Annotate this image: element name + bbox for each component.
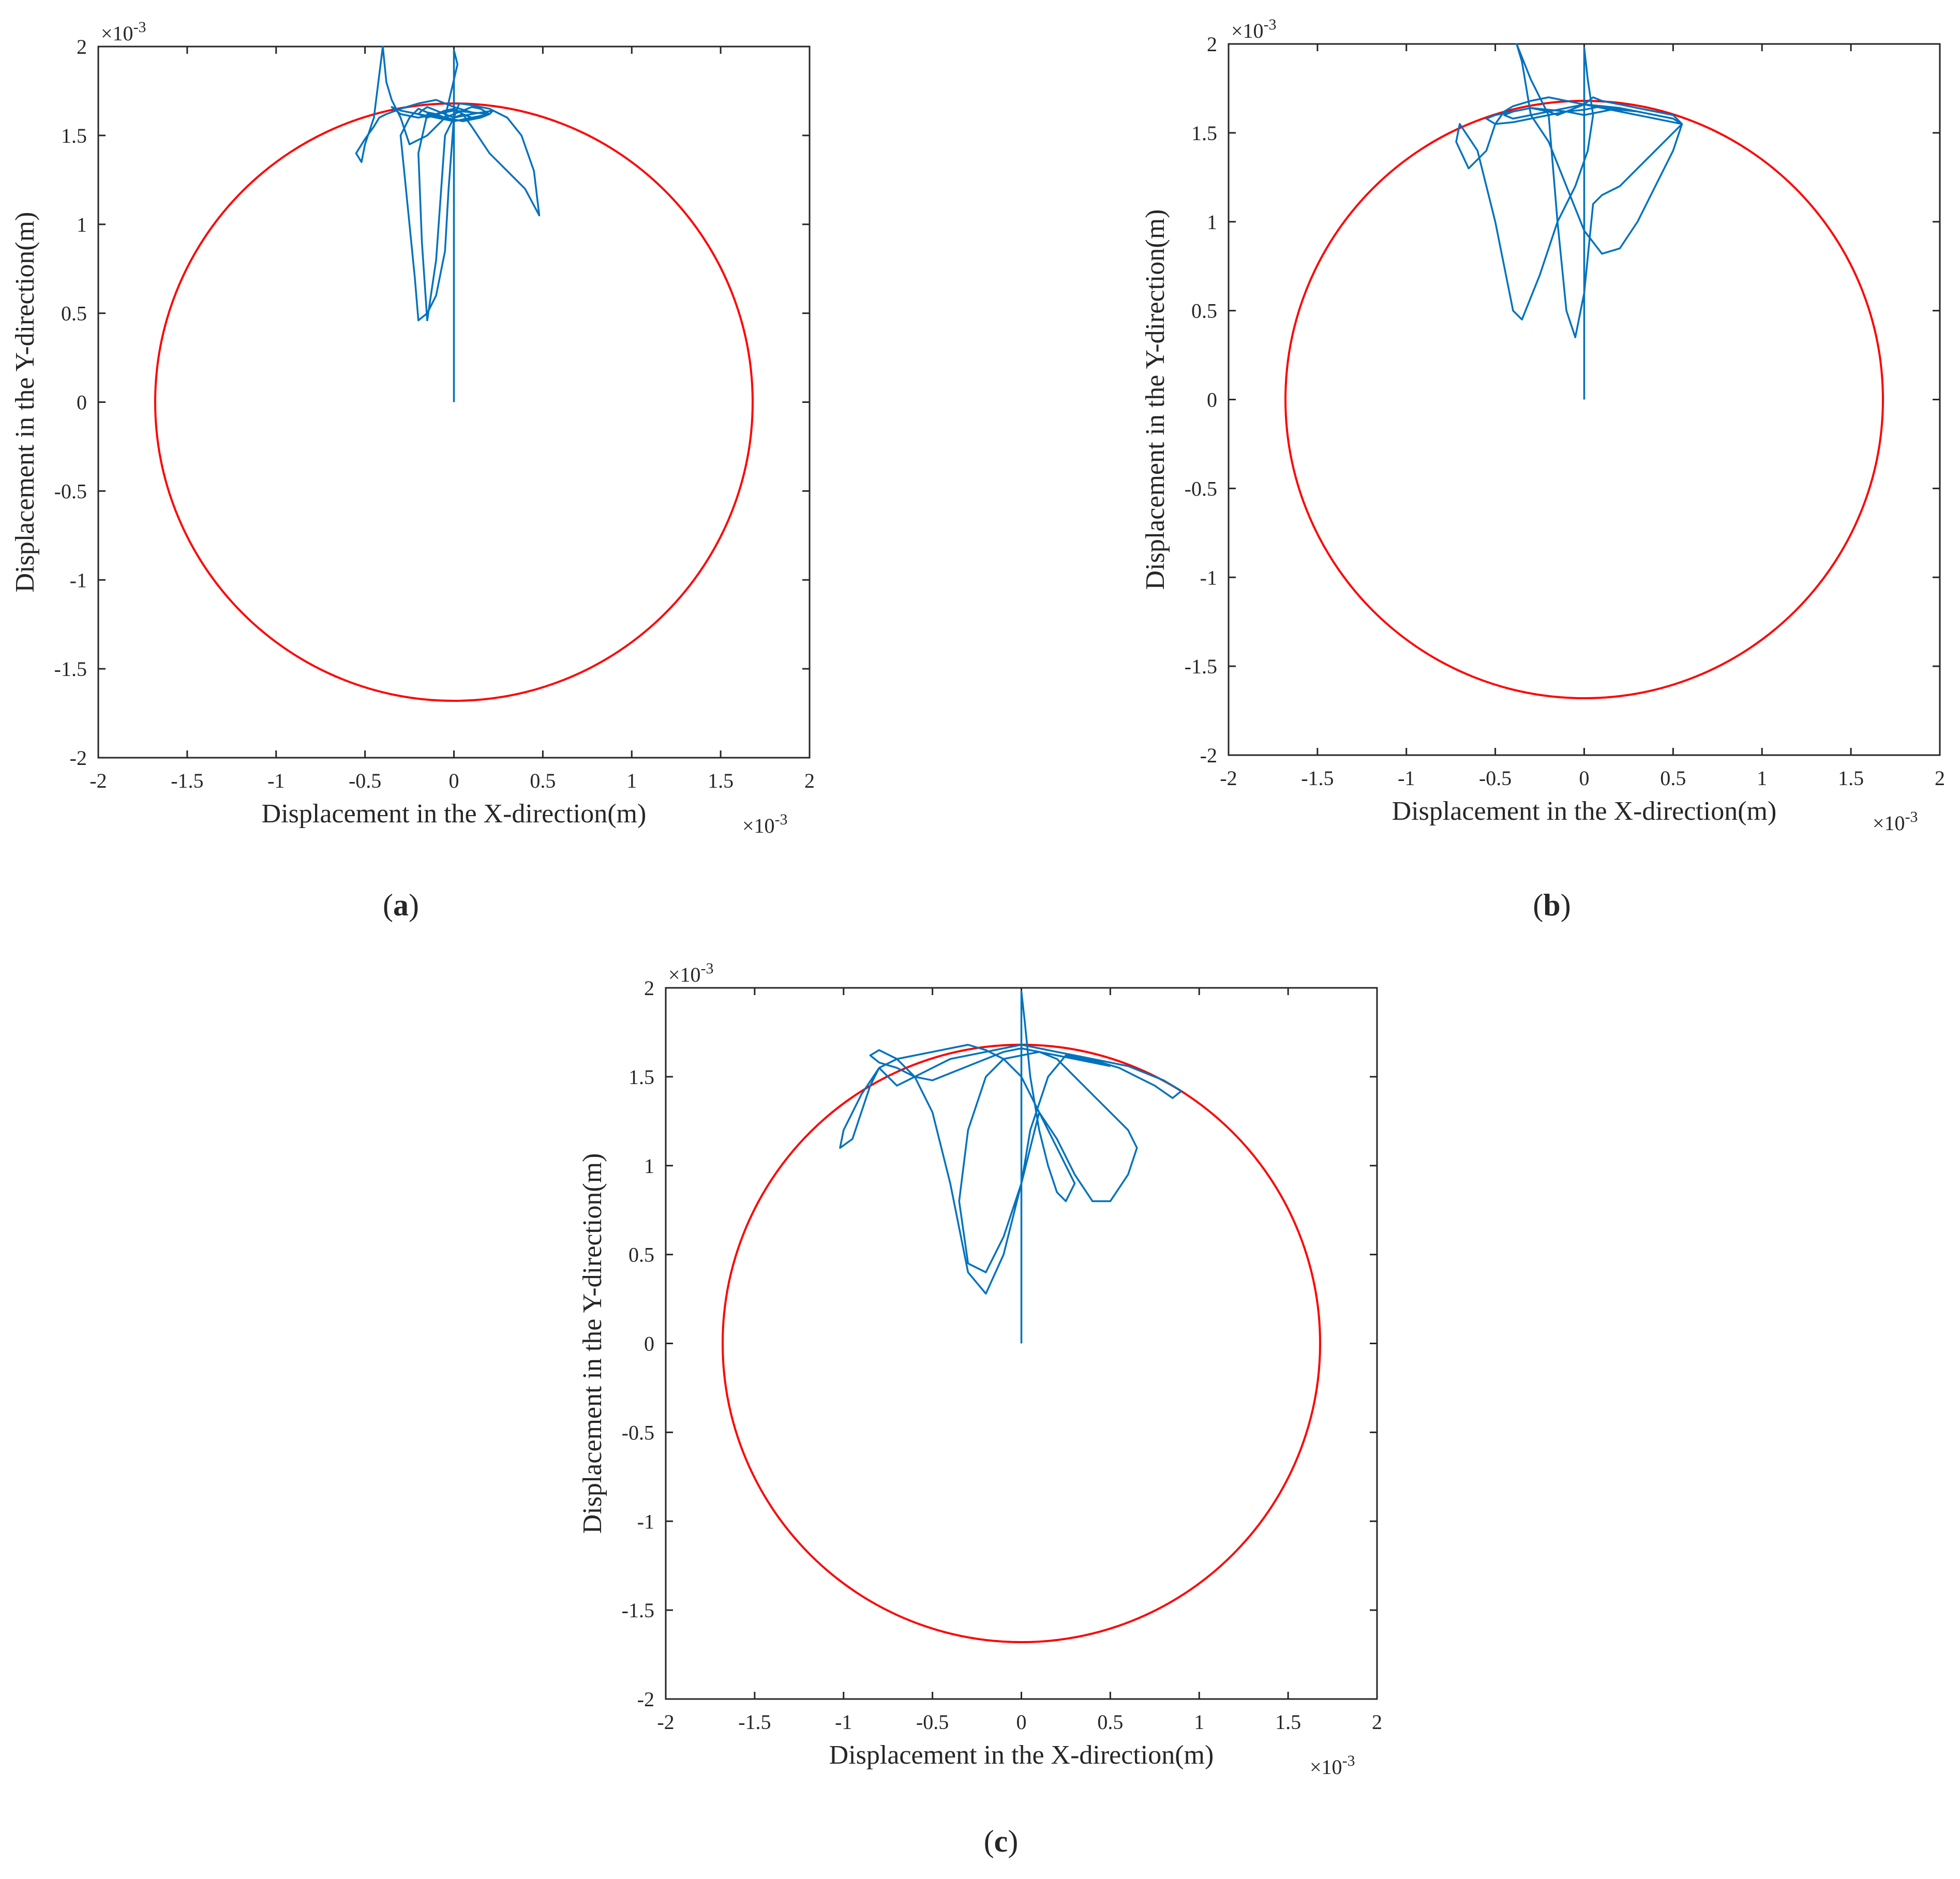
x-tick-label: 0 (1579, 766, 1590, 790)
x-tick-label: -1.5 (1301, 766, 1334, 790)
x-axis-label: Displacement in the X-direction(m) (829, 1740, 1214, 1770)
y-tick-label: -1.5 (54, 657, 87, 681)
panel-caption-b: (b) (1533, 888, 1570, 922)
y-tick-label: -0.5 (1185, 477, 1217, 500)
y-tick-label: 1.5 (1191, 122, 1217, 145)
y-axis-label: Displacement in the Y-direction(m) (578, 1153, 607, 1534)
y-tick-label: 0 (1207, 388, 1217, 412)
y-tick-label: 0.5 (629, 1243, 654, 1267)
y-tick-label: -2 (70, 746, 87, 770)
x-tick-label: -1.5 (171, 769, 203, 792)
x-tick-label: 1 (1194, 1710, 1204, 1734)
x-tick-label: -0.5 (349, 769, 381, 792)
panel-b: -2 -1.5 -1 -0.5 0 0.5 1 1.5 2 -2 -1.5 -1 -0.5 0 0.5 1 1.… (1141, 16, 1945, 923)
y-tick-label: 2 (1207, 33, 1217, 56)
y-tick-label: -1 (1200, 566, 1217, 589)
x-axis-exponent: ×10-3 (1873, 808, 1918, 835)
y-tick-label: 2 (77, 35, 87, 58)
y-tick-label: 1.5 (629, 1065, 654, 1089)
y-tick-label: -1.5 (622, 1599, 654, 1622)
data-layer (154, 46, 754, 702)
y-tick-label: -2 (1200, 744, 1217, 767)
tick-marks (665, 987, 1378, 1700)
x-tick-label: -2 (89, 769, 107, 792)
rotor-orbit-line (355, 46, 541, 402)
y-axis-exponent: ×10-3 (101, 19, 146, 46)
x-tick-label: -1.5 (738, 1710, 771, 1734)
x-tick-label: -0.5 (1479, 766, 1512, 790)
x-tick-label: 1.5 (1838, 766, 1864, 790)
tick-marks (1228, 43, 1941, 756)
x-tick-label: 0.5 (1097, 1710, 1123, 1734)
x-axis-exponent: ×10-3 (1310, 1752, 1355, 1779)
x-tick-label: -0.5 (916, 1710, 949, 1734)
panel-a: -2 -1.5 -1 -0.5 0 0.5 1 1.5 2 -2 -1.5 -1 -0.5 0 0.5 1 1.… (10, 19, 815, 923)
y-axis-exponent: ×10-3 (668, 960, 714, 987)
x-tick-label: -1 (1398, 766, 1415, 790)
x-axis-exponent: ×10-3 (742, 811, 788, 838)
x-tick-label: -2 (657, 1710, 674, 1734)
x-tick-label: 1.5 (1275, 1710, 1301, 1734)
x-tick-label: 2 (804, 769, 815, 792)
y-tick-label: 2 (644, 976, 654, 1000)
tick-labels: -2 -1.5 -1 -0.5 0 0.5 1 1.5 2 -2 -1.5 -1 -0.5 0 0.5 1 1.… (54, 35, 815, 792)
y-tick-label: -1.5 (1185, 655, 1217, 678)
y-tick-label: 0 (644, 1332, 654, 1356)
y-tick-label: 0.5 (61, 302, 87, 325)
x-axis-label: Displacement in the X-direction(m) (262, 799, 647, 829)
data-layer (722, 990, 1321, 1643)
y-tick-label: 1 (644, 1154, 654, 1178)
y-tick-label: 0 (77, 391, 87, 414)
y-axis-label: Displacement in the Y-direction(m) (10, 212, 40, 593)
x-axis-label: Displacement in the X-direction(m) (1392, 796, 1777, 826)
x-tick-label: 0 (1016, 1710, 1027, 1734)
x-tick-label: 1 (626, 769, 637, 792)
x-tick-label: 0.5 (530, 769, 556, 792)
data-layer (1284, 43, 1884, 699)
x-tick-label: 1.5 (708, 769, 734, 792)
panel-c: -2 -1.5 -1 -0.5 0 0.5 1 1.5 2 -2 -1.5 -1 -0.5 0 0.5 1 1.… (578, 960, 1382, 1859)
y-axis-label: Displacement in the Y-direction(m) (1141, 209, 1170, 590)
y-tick-label: 1 (1207, 211, 1217, 234)
x-tick-label: 2 (1372, 1710, 1382, 1734)
rotor-orbit-line (1455, 43, 1683, 400)
y-tick-label: -1 (637, 1510, 654, 1533)
x-tick-label: -2 (1220, 766, 1237, 790)
panel-caption-c: (c) (984, 1824, 1019, 1858)
x-tick-label: 0.5 (1660, 766, 1686, 790)
y-tick-label: -2 (637, 1688, 654, 1711)
y-tick-label: 0.5 (1191, 299, 1217, 323)
rotor-orbit-line (839, 990, 1183, 1344)
x-tick-label: -1 (267, 769, 285, 792)
x-tick-label: 1 (1757, 766, 1767, 790)
y-tick-label: -1 (70, 568, 87, 592)
x-tick-label: 2 (1935, 766, 1945, 790)
y-tick-label: -0.5 (622, 1421, 654, 1444)
y-tick-label: 1.5 (61, 124, 87, 147)
panel-caption-a: (a) (383, 888, 419, 922)
y-tick-label: -0.5 (54, 479, 87, 503)
x-tick-label: 0 (449, 769, 459, 792)
y-tick-label: 1 (77, 213, 87, 236)
tick-labels: -2 -1.5 -1 -0.5 0 0.5 1 1.5 2 -2 -1.5 -1 -0.5 0 0.5 1 1.… (622, 976, 1382, 1734)
tick-labels: -2 -1.5 -1 -0.5 0 0.5 1 1.5 2 -2 -1.5 -1 -0.5 0 0.5 1 1.… (1185, 33, 1945, 790)
x-tick-label: -1 (835, 1710, 852, 1734)
y-axis-exponent: ×10-3 (1231, 16, 1277, 43)
